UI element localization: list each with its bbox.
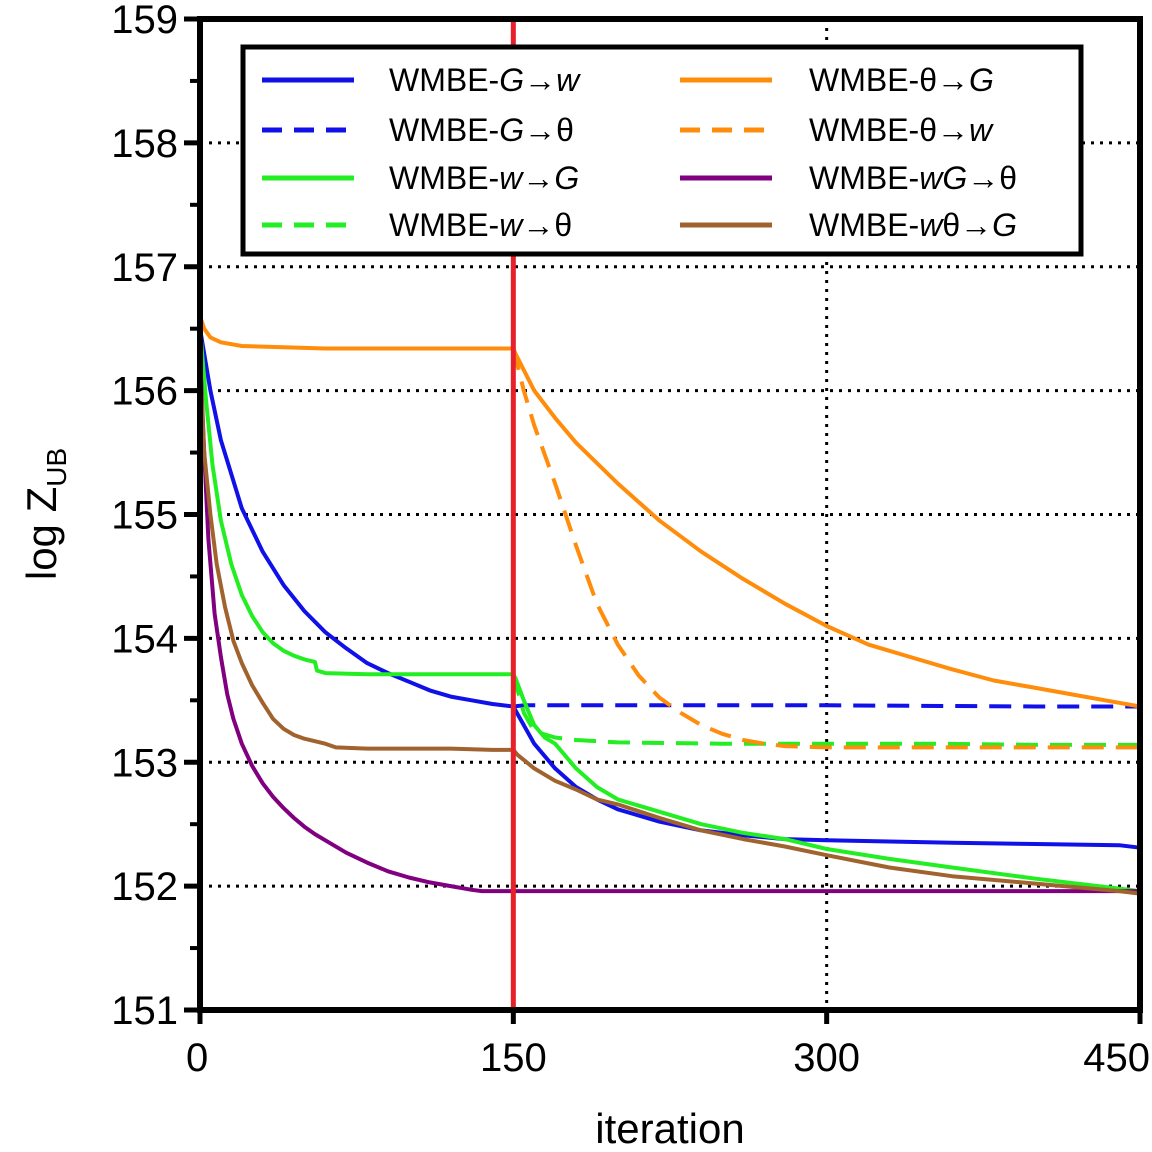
y-tick-label-155: 155 — [111, 494, 178, 538]
series-lines — [198, 315, 1141, 896]
series-line-theta-w — [511, 348, 1140, 750]
legend: WMBE-G→w WMBE-G→θ WMBE-w→G WMBE-w→θ WMBE-θ→G… — [240, 44, 1084, 257]
plot-frame — [197, 16, 1143, 1013]
legend-label-w-g: WMBE-w→G — [389, 160, 579, 196]
y-axis-title-main: log Z — [18, 487, 65, 580]
legend-entries: WMBE-G→w WMBE-G→θ WMBE-w→G WMBE-w→θ WMBE-θ→G… — [262, 62, 1017, 243]
y-tick-label-151: 151 — [111, 989, 178, 1033]
x-tick-labels: 0 150 300 450 — [186, 1036, 1150, 1080]
series-line-theta-g — [198, 315, 1141, 709]
legend-label-wg-theta: WMBE-wG→θ — [809, 160, 1017, 196]
legend-label-w-theta: WMBE-w→θ — [389, 207, 572, 243]
x-tick-label-300: 300 — [793, 1036, 860, 1080]
x-tick-label-150: 150 — [480, 1036, 547, 1080]
series-line-w-g — [198, 328, 1141, 894]
y-tick-label-157: 157 — [111, 246, 178, 290]
legend-label-theta-g: WMBE-θ→G — [809, 62, 994, 98]
y-tick-label-159: 159 — [111, 0, 178, 42]
series-line-w-theta — [511, 673, 1140, 747]
y-axis-title: log ZUB — [18, 448, 72, 580]
y-tick-label-158: 158 — [111, 122, 178, 166]
x-tick-label-450: 450 — [1083, 1036, 1150, 1080]
y-tick-label-152: 152 — [111, 865, 178, 909]
series-line-g-theta — [513, 703, 1140, 709]
legend-box — [240, 44, 1084, 257]
y-tick-label-153: 153 — [111, 741, 178, 785]
x-tick-label-0: 0 — [186, 1036, 208, 1080]
y-axis-title-subscript: UB — [41, 448, 72, 487]
y-tick-label-156: 156 — [111, 370, 178, 414]
y-tick-labels: 151 152 153 154 155 156 157 158 159 — [111, 0, 178, 1033]
x-axis-title: iteration — [595, 1105, 744, 1152]
series-line-wg-theta — [198, 353, 1140, 894]
legend-label-wtheta-g: WMBE-wθ→G — [809, 207, 1017, 243]
legend-label-g-theta: WMBE-G→θ — [389, 112, 574, 148]
y-tick-label-154: 154 — [111, 617, 178, 661]
series-line-g-w — [198, 328, 1141, 850]
series-line-wtheta-g — [198, 365, 1141, 896]
legend-label-theta-w: WMBE-θ→w — [809, 112, 994, 148]
legend-label-g-w: WMBE-G→w — [389, 62, 581, 98]
